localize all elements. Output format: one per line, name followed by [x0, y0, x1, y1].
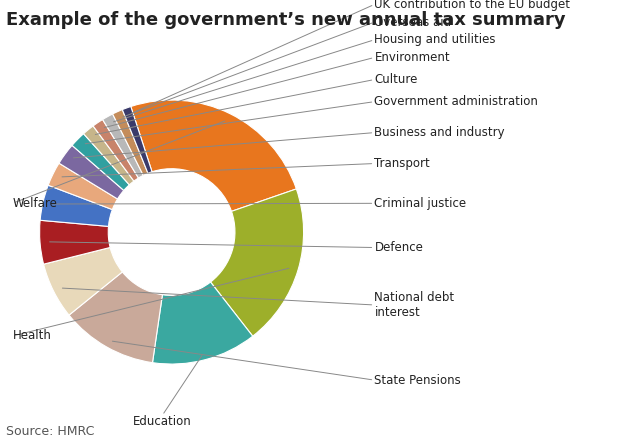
- Text: UK contribution to the EU budget: UK contribution to the EU budget: [374, 0, 570, 11]
- Wedge shape: [122, 107, 152, 173]
- Text: Overseas aid: Overseas aid: [374, 15, 452, 29]
- Text: Defence: Defence: [374, 241, 423, 254]
- Wedge shape: [48, 163, 117, 210]
- Text: Example of the government’s new annual tax summary: Example of the government’s new annual t…: [6, 11, 566, 29]
- Wedge shape: [69, 272, 162, 362]
- Wedge shape: [72, 133, 129, 191]
- Text: Education: Education: [133, 415, 192, 428]
- Wedge shape: [39, 220, 110, 264]
- Wedge shape: [93, 119, 139, 181]
- Wedge shape: [40, 185, 112, 226]
- Text: Government administration: Government administration: [374, 95, 539, 108]
- Text: National debt
interest: National debt interest: [374, 291, 454, 319]
- Text: Criminal justice: Criminal justice: [374, 197, 467, 210]
- Wedge shape: [152, 282, 253, 364]
- Text: Welfare: Welfare: [12, 197, 57, 210]
- Text: Culture: Culture: [374, 73, 418, 86]
- Text: Health: Health: [12, 329, 51, 343]
- Wedge shape: [44, 248, 122, 315]
- Wedge shape: [59, 145, 124, 199]
- Wedge shape: [84, 126, 134, 185]
- Text: Environment: Environment: [374, 51, 450, 64]
- Wedge shape: [112, 110, 148, 175]
- Wedge shape: [102, 114, 144, 178]
- Wedge shape: [210, 189, 304, 336]
- Text: Transport: Transport: [374, 157, 430, 170]
- Text: State Pensions: State Pensions: [374, 373, 461, 387]
- Wedge shape: [131, 100, 296, 211]
- Text: Business and industry: Business and industry: [374, 126, 505, 139]
- Text: Housing and utilities: Housing and utilities: [374, 33, 496, 46]
- Text: Source: HMRC: Source: HMRC: [6, 425, 95, 438]
